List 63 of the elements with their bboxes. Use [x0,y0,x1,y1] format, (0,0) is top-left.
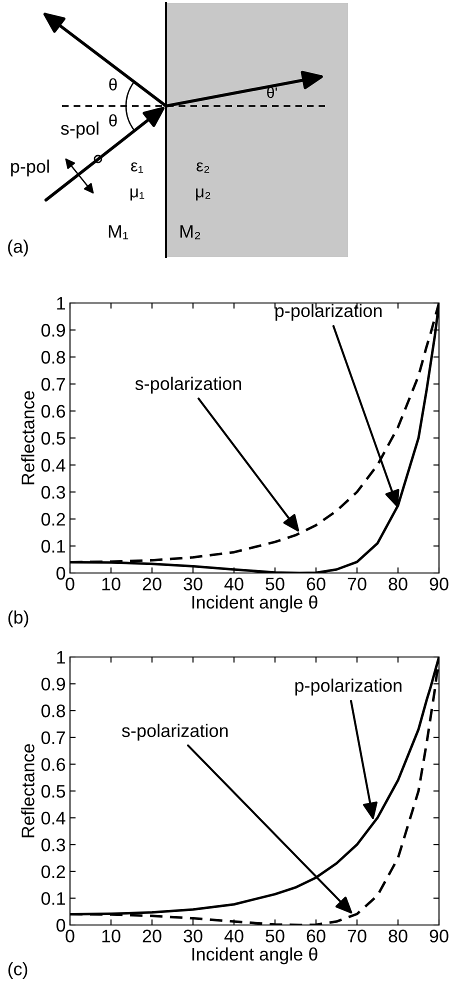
x-tick-label: 70 [348,930,366,942]
text: (a) [8,240,28,256]
y-tick-label: 0.3 [41,486,66,499]
x-tick-label: 50 [266,578,284,590]
x-tick-label: 0 [66,930,74,942]
text: μ₁ [130,188,144,201]
text: ε₁ [131,162,144,173]
x-tick-label: 40 [224,578,244,590]
y-tick-label: 0.4 [41,458,66,472]
x-tick-label: 20 [142,930,162,942]
y-tick-label: 0.4 [41,812,66,825]
y-tick-label: 0.9 [41,324,65,337]
x-tick-label: 60 [306,578,326,590]
x-tick-label: 10 [102,578,120,590]
annotation: s-polarization [122,724,228,741]
text: s-pol [60,122,98,138]
y-tick-label: 0.6 [41,404,66,418]
x-tick-label: 40 [224,930,244,942]
x-tick-label: 30 [184,578,202,590]
annotation: p-polarization [295,678,402,696]
x-tick-label: 90 [430,930,448,942]
text: p-pol [11,160,49,176]
text: (c) [8,962,28,979]
text: M₁ [108,225,128,240]
x-axis-title: Incident angle θ [192,947,318,964]
text: θ [109,78,117,90]
text: θ [109,114,117,126]
x-axis-title: Incident angle θ [192,595,318,612]
text: ε₂ [196,162,210,173]
annotation: s-polarization [135,376,242,394]
y-tick-label: 0.7 [41,378,65,391]
text: (b) [8,610,28,628]
x-tick-label: 20 [142,578,162,590]
text: μ₂ [196,188,210,201]
y-tick-label: 0.6 [41,758,66,771]
y-tick-label: 0.1 [41,892,65,905]
y-tick-label: 0 [56,918,66,932]
y-tick-label: 0.2 [41,512,65,526]
y-tick-label: 0.8 [41,350,66,364]
y-axis-title: Reflectance [21,744,34,838]
y-tick-label: 0.2 [41,865,65,878]
x-tick-label: 30 [184,930,202,942]
x-tick-label: 60 [306,930,326,942]
y-tick-label: 0.1 [41,540,65,553]
y-tick-label: 1 [57,651,65,664]
text: M₂ [180,225,200,240]
x-tick-label: 0 [66,578,74,590]
y-tick-label: 0.7 [41,731,65,744]
x-tick-label: 90 [430,578,448,590]
x-tick-label: 50 [266,930,284,942]
y-tick-label: 0 [56,566,66,580]
y-tick-label: 0.5 [41,784,66,798]
x-tick-label: 70 [348,578,366,590]
annotation: p-polarization [276,304,382,321]
y-tick-label: 0.8 [41,704,66,718]
y-tick-label: 0.9 [41,678,65,691]
x-tick-label: 10 [102,930,120,942]
x-tick-label: 80 [388,930,408,942]
y-tick-label: 0.3 [41,838,66,852]
y-tick-label: 0.5 [41,432,66,445]
y-axis-title: Reflectance [21,391,34,484]
x-tick-label: 80 [388,578,408,590]
y-tick-label: 1 [57,297,65,310]
